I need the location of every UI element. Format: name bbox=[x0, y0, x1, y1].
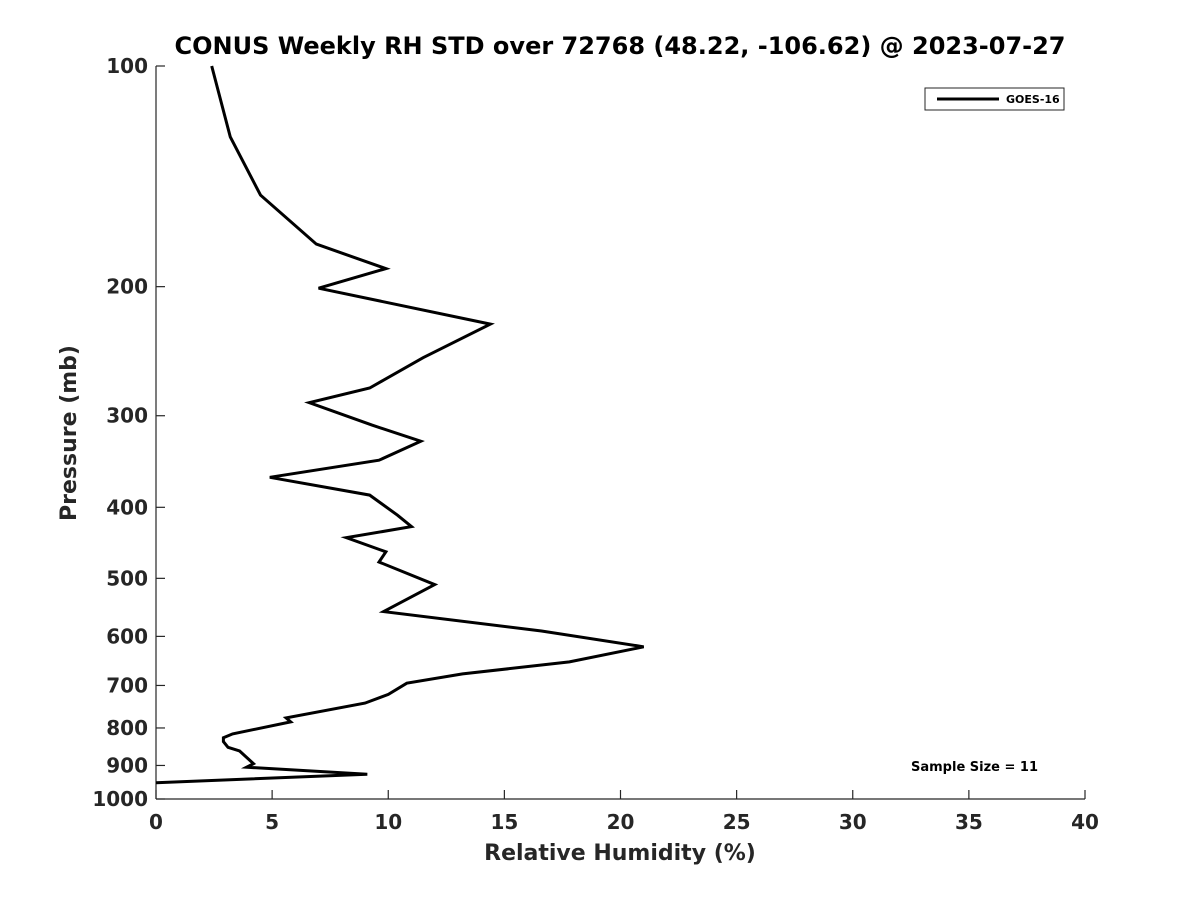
y-tick-label: 400 bbox=[106, 495, 148, 519]
y-tick-label: 100 bbox=[106, 54, 148, 78]
x-tick-label: 25 bbox=[723, 810, 751, 834]
x-tick-label: 10 bbox=[374, 810, 402, 834]
x-tick-label: 35 bbox=[955, 810, 983, 834]
y-tick-label: 300 bbox=[106, 404, 148, 428]
legend: GOES-16 bbox=[924, 87, 1065, 111]
series-line-goes-16 bbox=[155, 65, 644, 785]
y-tick-label: 500 bbox=[106, 566, 148, 590]
x-axis-ticks: 0 5 10 15 20 25 30 35 40 bbox=[149, 790, 1099, 834]
x-tick-label: 5 bbox=[265, 810, 279, 834]
y-tick-label: 900 bbox=[106, 753, 148, 777]
series-layer bbox=[155, 65, 644, 785]
plot-area bbox=[156, 66, 1085, 799]
y-axis-ticks: 100 200 300 400 500 600 700 800 900 1000 bbox=[92, 54, 165, 811]
x-tick-label: 15 bbox=[490, 810, 518, 834]
y-tick-label: 800 bbox=[106, 716, 148, 740]
sample-size-annotation: Sample Size = 11 bbox=[911, 760, 1038, 775]
legend-label: GOES-16 bbox=[1006, 93, 1060, 106]
y-tick-label: 700 bbox=[106, 673, 148, 697]
y-axis-label: Pressure (mb) bbox=[57, 345, 82, 521]
y-tick-label: 600 bbox=[106, 624, 148, 648]
x-tick-label: 20 bbox=[607, 810, 635, 834]
y-tick-label: 200 bbox=[106, 275, 148, 299]
x-tick-label: 40 bbox=[1071, 810, 1099, 834]
x-axis-label: Relative Humidity (%) bbox=[484, 841, 756, 866]
y-tick-label: 1000 bbox=[92, 787, 148, 811]
chart-title: CONUS Weekly RH STD over 72768 (48.22, -… bbox=[174, 32, 1065, 60]
x-tick-label: 0 bbox=[149, 810, 163, 834]
x-tick-label: 30 bbox=[839, 810, 867, 834]
